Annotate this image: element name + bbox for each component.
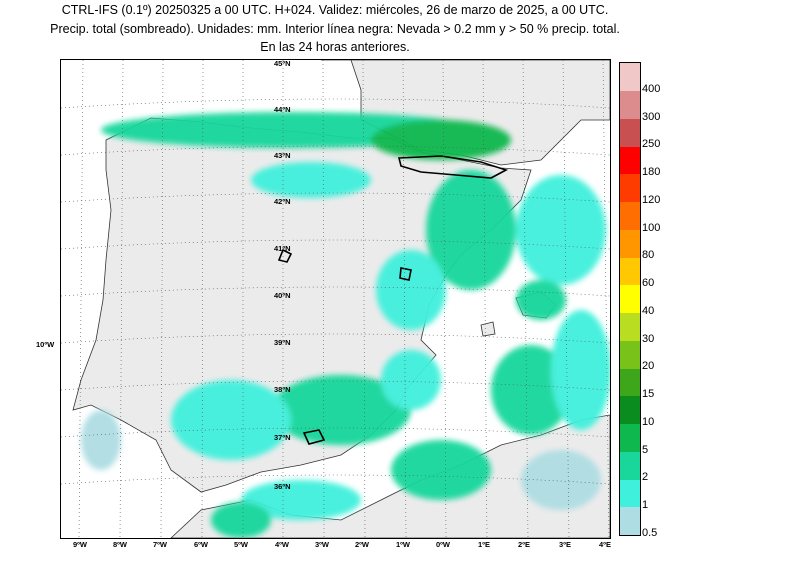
colorbar-segment [620, 368, 640, 397]
colorbar-segment [620, 451, 640, 480]
snow-contour [277, 248, 293, 263]
colorbar-level-label: 2 [642, 471, 649, 484]
lat-label: 37ºN [274, 433, 291, 442]
snow-contour [397, 155, 509, 179]
colorbar-segment [620, 423, 640, 452]
lon-label: 0ºW [436, 540, 450, 549]
colorbar-segment [620, 118, 640, 147]
lon-label: 1ºE [478, 540, 490, 549]
colorbar-level-label: 20 [642, 360, 655, 373]
colorbar-segment [620, 285, 640, 314]
colorbar-segment [620, 396, 640, 425]
colorbar-segment [620, 146, 640, 175]
colorbar-segment [620, 229, 640, 258]
colorbar-segment [620, 201, 640, 230]
lat-label: 44ºN [274, 105, 291, 114]
ibiza-land [480, 321, 496, 337]
lat-label: 39ºN [274, 338, 291, 347]
lon-label: 4ºE [599, 540, 611, 549]
snow-contour [399, 267, 412, 281]
colorbar-level-label: 60 [642, 277, 655, 290]
colorbar-level-label: 40 [642, 304, 655, 317]
lon-label: 6ºW [194, 540, 208, 549]
colorbar-level-label: 400 [642, 82, 661, 95]
colorbar-level-label: 250 [642, 138, 661, 151]
colorbar-segment [620, 507, 640, 536]
lon-label: 8ºW [113, 540, 127, 549]
lon-label: 3ºW [315, 540, 329, 549]
lon-label: 3ºE [559, 540, 571, 549]
colorbar-segment [620, 479, 640, 508]
lat-label: 42ºN [274, 197, 291, 206]
colorbar-level-label: 10 [642, 415, 655, 428]
map-canvas [61, 60, 610, 538]
map-title-line3: En las 24 horas anteriores. [260, 40, 410, 54]
precip-shading [81, 112, 610, 538]
colorbar-segment [620, 174, 640, 203]
colorbar-level-label: 80 [642, 249, 655, 262]
colorbar-segment [620, 312, 640, 341]
lat-label: 41ºN [274, 244, 291, 253]
lon-label: 9ºW [73, 540, 87, 549]
lat-label: 45ºN [274, 59, 291, 68]
colorbar-level-label: 180 [642, 166, 661, 179]
lon-side-label: 10ºW [36, 340, 55, 349]
lon-label: 4ºW [275, 540, 289, 549]
colorbar-level-label: 30 [642, 332, 655, 345]
lon-label: 2ºE [518, 540, 530, 549]
map-title-line1: CTRL-IFS (0.1º) 20250325 a 00 UTC. H+024… [61, 3, 609, 17]
colorbar-level-label: 120 [642, 193, 661, 206]
lat-label: 38ºN [274, 385, 291, 394]
colorbar-segment [620, 257, 640, 286]
colorbar-segment [620, 63, 640, 91]
colorbar-level-label: 5 [642, 443, 649, 456]
lon-label: 1ºW [396, 540, 410, 549]
lon-label: 2ºW [355, 540, 369, 549]
lat-label: 40ºN [274, 291, 291, 300]
lon-label: 5ºW [234, 540, 248, 549]
lat-label: 43ºN [274, 151, 291, 160]
colorbar-level-label: 0.5 [642, 527, 658, 539]
colorbar-level-label: 100 [642, 221, 661, 234]
lon-label: 7ºW [153, 540, 167, 549]
colorbar-segment [620, 340, 640, 369]
colorbar-level-label: 1 [642, 499, 649, 512]
colorbar-segment [620, 90, 640, 119]
graticule [61, 60, 610, 538]
colorbar-level-label: 300 [642, 110, 661, 123]
colorbar [619, 62, 641, 536]
colorbar-level-label: 15 [642, 388, 655, 401]
precipitation-map: 45ºN 44ºN 43ºN 42ºN 41ºN 40ºN 39ºN 38ºN … [60, 59, 611, 539]
lat-label: 36ºN [274, 482, 291, 491]
map-title-line2: Precip. total (sombreado). Unidades: mm.… [50, 22, 620, 36]
